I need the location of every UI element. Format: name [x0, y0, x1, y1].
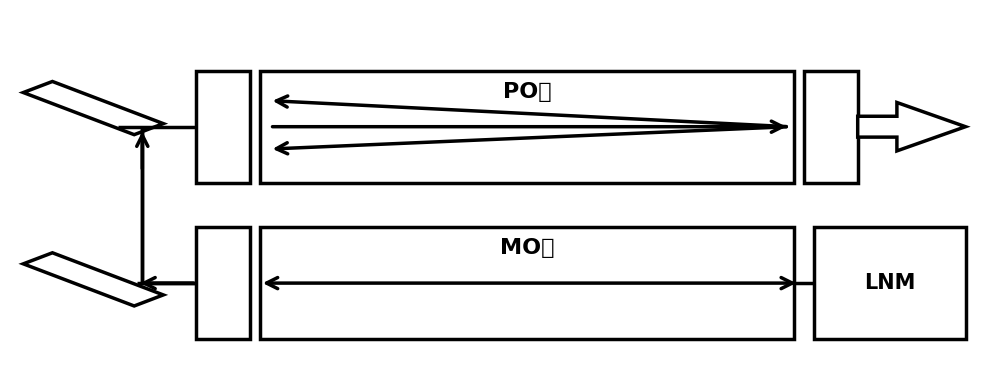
- Bar: [804, 71, 858, 182]
- Polygon shape: [858, 103, 966, 151]
- Bar: [196, 227, 250, 339]
- Polygon shape: [23, 81, 163, 135]
- Bar: [196, 71, 250, 182]
- Text: MO腔: MO腔: [500, 238, 554, 258]
- Bar: [260, 71, 794, 182]
- Polygon shape: [23, 253, 163, 306]
- Text: PO腔: PO腔: [503, 82, 551, 102]
- Text: LNM: LNM: [864, 273, 915, 293]
- Bar: [814, 227, 966, 339]
- Bar: [260, 227, 794, 339]
